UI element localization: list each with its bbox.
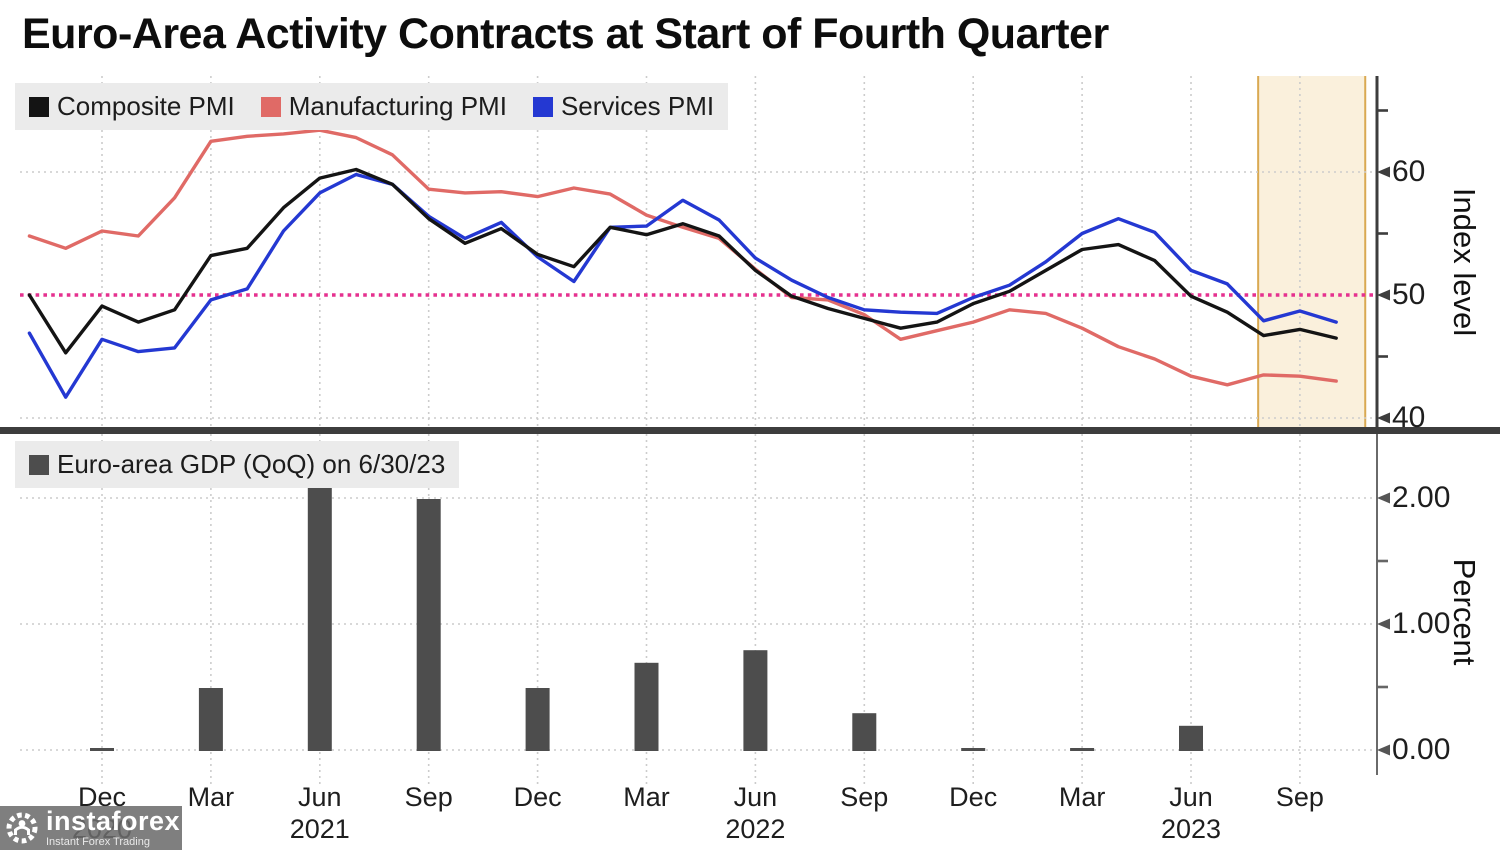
- y-tick-label-index: 40: [1392, 401, 1426, 434]
- x-tick-month: Jun: [1169, 782, 1213, 812]
- legend-label-services: Services PMI: [560, 91, 715, 121]
- legend-item-manufacturing: Manufacturing PMI: [260, 91, 507, 122]
- y-axis-title-index-level: Index level: [1447, 187, 1482, 337]
- x-tick-year: 2021: [289, 814, 350, 844]
- x-tick-month: Sep: [1275, 782, 1324, 812]
- instaforex-gear-icon: [6, 812, 38, 844]
- legend-label-manufacturing: Manufacturing PMI: [288, 91, 507, 121]
- composite-pmi-swatch: [29, 96, 49, 117]
- x-tick-month: Dec: [513, 782, 562, 812]
- pmi-legend: Composite PMI Manufacturing PMI Services…: [15, 83, 729, 130]
- instaforex-watermark: instaforex Instant Forex Trading: [0, 806, 182, 850]
- x-tick-month: Mar: [623, 782, 670, 812]
- y-tick-label-percent: 2.00: [1392, 481, 1451, 514]
- x-tick-month: Jun: [733, 782, 778, 812]
- x-tick-month: Sep: [404, 782, 453, 812]
- y-tick-label-index: 60: [1392, 155, 1426, 188]
- legend-item-gdp: Euro-area GDP (QoQ) on 6/30/23: [29, 449, 445, 480]
- x-tick-month: Dec: [949, 782, 998, 812]
- watermark-tagline: Instant Forex Trading: [46, 836, 150, 848]
- y-tick-label-percent: 1.00: [1392, 607, 1451, 640]
- x-tick-year: 2023: [1160, 814, 1222, 844]
- x-tick-year: 2022: [725, 814, 786, 844]
- x-tick-month: Mar: [1058, 782, 1106, 812]
- gdp-swatch: [29, 454, 49, 475]
- legend-item-services: Services PMI: [532, 91, 715, 122]
- x-tick-month: Sep: [840, 782, 889, 812]
- watermark-name: instaforex: [46, 806, 181, 836]
- y-tick-label-index: 50: [1392, 278, 1426, 311]
- x-tick-month: Jun: [298, 782, 342, 812]
- manufacturing-pmi-swatch: [260, 96, 281, 117]
- gdp-legend: Euro-area GDP (QoQ) on 6/30/23: [15, 441, 460, 488]
- chart-title: Euro-Area Activity Contracts at Start of…: [22, 10, 1109, 58]
- legend-item-composite: Composite PMI: [29, 91, 235, 122]
- services-pmi-swatch: [532, 96, 553, 117]
- legend-label-composite: Composite PMI: [57, 91, 235, 121]
- x-tick-month: Mar: [187, 782, 235, 812]
- legend-label-gdp: Euro-area GDP (QoQ) on 6/30/23: [57, 449, 446, 479]
- y-axis-title-percent: Percent: [1447, 558, 1482, 666]
- y-tick-label-percent: 0.00: [1392, 733, 1451, 766]
